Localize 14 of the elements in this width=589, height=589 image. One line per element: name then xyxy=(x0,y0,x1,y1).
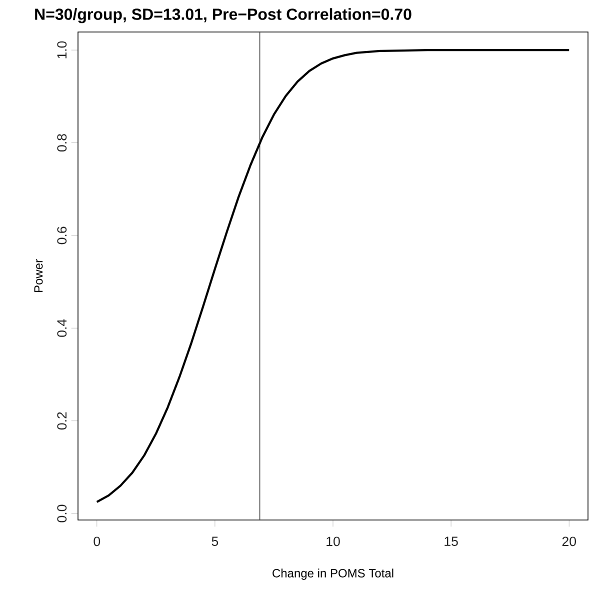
x-tick-label: 20 xyxy=(562,536,576,546)
x-tick-label: 0 xyxy=(94,536,100,546)
y-tick-label: 0.0 xyxy=(57,504,67,522)
x-tick-label: 15 xyxy=(444,536,458,546)
chart-title: N=30/group, SD=13.01, Pre−Post Correlation=0.70 xyxy=(35,8,412,24)
y-tick-label: 1.0 xyxy=(57,41,67,58)
y-tick-label: 0.6 xyxy=(57,226,67,244)
x-tick-label: 10 xyxy=(326,536,340,546)
y-tick-label: 0.8 xyxy=(57,134,67,152)
y-tick-label: 0.2 xyxy=(57,412,67,430)
y-axis-title: Power xyxy=(34,259,43,292)
x-axis-title: Change in POMS Total xyxy=(272,568,394,580)
x-tick-label: 5 xyxy=(212,536,218,546)
y-tick-label: 0.4 xyxy=(57,319,67,337)
